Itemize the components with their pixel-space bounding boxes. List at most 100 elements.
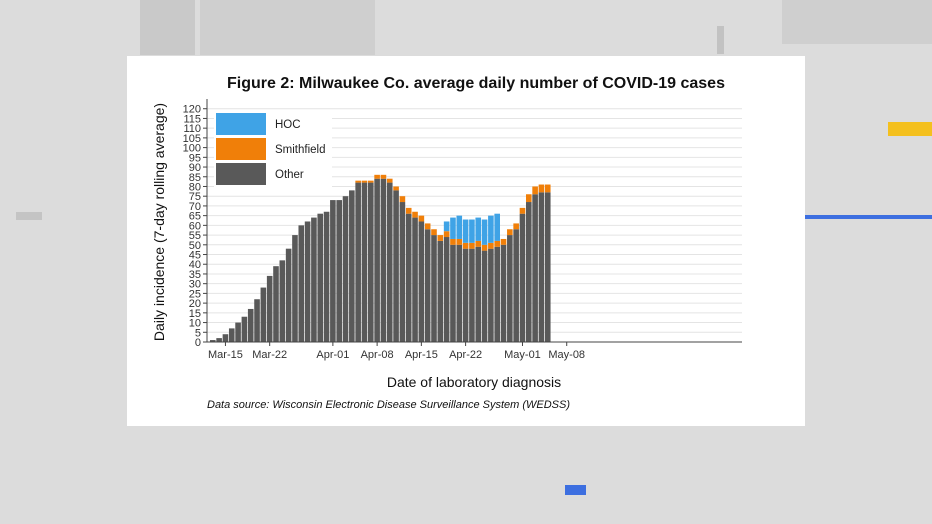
y-tick-label: 70	[189, 201, 201, 213]
y-tick-label: 50	[189, 240, 201, 252]
y-tick-label: 65	[189, 211, 201, 223]
bar-other-apr-06	[361, 182, 368, 342]
bar-other-apr-23	[469, 248, 475, 342]
y-tick-label: 55	[189, 230, 201, 242]
bar-other-apr-15	[418, 221, 425, 342]
chart-card: Figure 2: Milwaukee Co. average daily nu…	[127, 56, 805, 426]
bar-hoc-apr-22	[462, 219, 469, 243]
y-tick-label: 25	[189, 288, 201, 300]
bar-hoc-apr-20	[450, 217, 456, 239]
bar-other-apr-04	[349, 190, 355, 342]
x-tick-label: May-01	[504, 349, 541, 361]
background-panel-right	[782, 0, 932, 44]
blue-accent-dot	[565, 485, 586, 495]
bar-smithfield-apr-15	[418, 215, 425, 222]
bar-other-apr-05	[355, 182, 361, 342]
y-tick-label: 90	[189, 162, 201, 174]
bar-other-apr-22	[462, 248, 469, 342]
bar-other-mar-20	[254, 299, 260, 342]
bar-other-mar-27	[298, 225, 305, 342]
bar-smithfield-apr-30	[513, 223, 519, 230]
bar-other-apr-08	[374, 178, 380, 342]
bar-hoc-apr-25	[481, 219, 488, 245]
bar-other-apr-28	[500, 244, 507, 342]
x-tick-label: Apr-15	[405, 349, 438, 361]
bar-other-apr-02	[336, 200, 342, 342]
bar-other-apr-26	[488, 248, 494, 342]
bar-other-mar-19	[247, 308, 254, 342]
bar-other-mar-14	[216, 338, 222, 342]
bar-other-mar-24	[279, 260, 286, 342]
y-tick-label: 120	[183, 104, 201, 116]
bar-other-apr-17	[431, 235, 437, 342]
legend-label-hoc: HOC	[275, 119, 301, 131]
bar-smithfield-may-02	[526, 194, 532, 203]
x-tick-label: Apr-01	[316, 349, 349, 361]
blue-accent-line	[805, 215, 932, 219]
y-tick-label: 105	[183, 133, 201, 145]
y-tick-label: 115	[183, 113, 201, 125]
bar-smithfield-apr-11	[393, 186, 399, 191]
bar-hoc-apr-26	[488, 215, 494, 243]
bar-other-apr-11	[393, 190, 399, 342]
bar-smithfield-apr-24	[475, 240, 482, 247]
x-tick-label: Apr-08	[361, 349, 394, 361]
x-tick-label: May-08	[548, 349, 585, 361]
bar-hoc-apr-27	[494, 213, 500, 241]
y-tick-label: 110	[183, 123, 201, 135]
bar-smithfield-apr-20	[450, 238, 456, 245]
bar-other-mar-18	[241, 316, 248, 342]
yellow-accent-bar	[888, 122, 932, 136]
bar-other-may-01	[519, 213, 526, 342]
bar-other-apr-13	[405, 213, 412, 342]
y-tick-label: 45	[189, 250, 201, 262]
bar-smithfield-apr-27	[494, 240, 500, 247]
bar-other-apr-20	[450, 244, 456, 342]
y-tick-label: 30	[189, 279, 201, 291]
y-tick-label: 10	[189, 318, 201, 330]
bar-other-apr-30	[513, 229, 519, 342]
bar-smithfield-apr-21	[456, 238, 463, 245]
bar-other-apr-03	[342, 196, 349, 342]
bar-smithfield-apr-10	[386, 178, 393, 183]
bars-layer	[210, 174, 551, 342]
bar-smithfield-apr-19	[443, 231, 450, 238]
bar-smithfield-apr-16	[424, 223, 431, 230]
bar-other-mar-28	[304, 221, 311, 342]
bar-smithfield-apr-09	[380, 174, 387, 179]
bar-other-apr-24	[475, 246, 482, 342]
bar-other-apr-01	[330, 200, 336, 342]
bar-other-may-04	[538, 192, 545, 342]
bar-smithfield-apr-05	[355, 180, 361, 183]
bar-smithfield-apr-17	[431, 229, 437, 236]
bar-smithfield-apr-14	[412, 211, 418, 218]
bar-smithfield-apr-07	[368, 180, 374, 183]
y-axis-label: Daily incidence (7-day rolling average)	[151, 103, 167, 341]
data-source-note: Data source: Wisconsin Electronic Diseas…	[207, 399, 570, 411]
bar-other-apr-25	[481, 250, 488, 342]
bar-other-may-05	[544, 192, 551, 342]
background-panel-mid	[200, 0, 375, 55]
chart-svg: Figure 2: Milwaukee Co. average daily nu…	[151, 75, 742, 411]
y-tick-label: 75	[189, 191, 201, 203]
bar-other-mar-22	[266, 275, 273, 342]
bar-other-apr-27	[494, 246, 500, 342]
bar-other-mar-16	[228, 328, 235, 342]
bar-other-mar-31	[323, 211, 330, 342]
bar-other-apr-14	[412, 217, 418, 342]
axes-layer: 0510152025303540455055606570758085909510…	[183, 99, 742, 361]
y-tick-label: 35	[189, 269, 201, 281]
y-tick-label: 15	[189, 308, 201, 320]
x-axis-label: Date of laboratory diagnosis	[387, 374, 561, 390]
bar-other-mar-21	[260, 287, 267, 342]
y-tick-label: 100	[183, 143, 201, 155]
bar-smithfield-apr-22	[462, 242, 469, 249]
y-tick-label: 80	[189, 181, 201, 193]
legend: HOC Smithfield Other	[214, 111, 332, 189]
bar-other-apr-18	[437, 240, 444, 342]
legend-swatch-smithfield	[216, 138, 266, 160]
y-tick-label: 20	[189, 298, 201, 310]
bar-other-mar-17	[235, 322, 241, 342]
legend-swatch-hoc	[216, 113, 266, 135]
bar-smithfield-may-05	[544, 184, 551, 193]
